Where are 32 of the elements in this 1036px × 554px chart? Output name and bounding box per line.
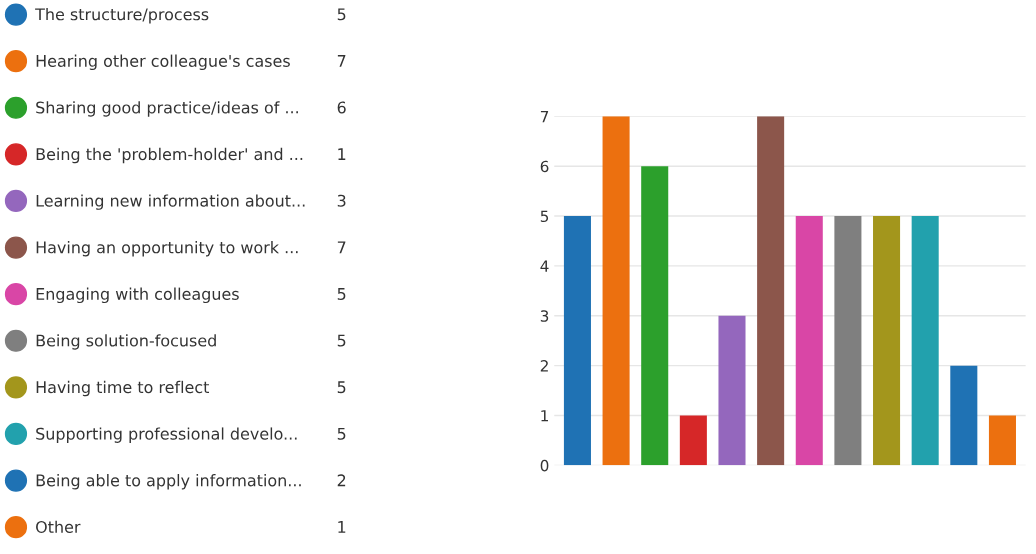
y-tick-label: 4: [540, 260, 549, 272]
y-tick-label: 5: [540, 210, 549, 223]
y-tick-label: 1: [541, 410, 548, 422]
y-tick-label: 0: [540, 459, 549, 472]
text: 7: [337, 241, 346, 254]
text: 1: [338, 148, 346, 160]
legend-label: Being solution-focused: [36, 334, 216, 350]
legend-label: The structure/process: [35, 7, 209, 24]
y-tick-label: 2: [540, 360, 548, 372]
text: 5: [337, 427, 346, 440]
text: 2: [337, 474, 346, 487]
text: 7: [337, 55, 346, 67]
y-tick-label: 6: [540, 160, 549, 173]
text: 6: [337, 101, 346, 114]
legend-label: Other: [36, 520, 81, 533]
y-tick-label: 3: [540, 310, 549, 322]
legend-label: Engaging with colleagues: [36, 287, 239, 304]
legend-label: Having an opportunity to work ...: [36, 241, 298, 257]
text: 1: [338, 521, 346, 533]
text: 5: [337, 288, 346, 300]
text: 3: [337, 194, 346, 207]
legend-label: Hearing other colleague's cases: [36, 54, 290, 71]
legend-label: Sharing good practice/ideas of ...: [36, 101, 298, 117]
text: 5: [337, 8, 346, 21]
legend-label: Learning new information about...: [36, 194, 305, 210]
legend-label: Having time to reflect: [36, 380, 210, 397]
y-tick-label: 7: [540, 111, 549, 123]
text: 5: [337, 334, 346, 347]
legend-label: Being able to apply information...: [36, 474, 301, 490]
legend-label: Being the 'problem-holder' and ...: [36, 147, 303, 164]
legend-label: Supporting professional develo...: [36, 427, 297, 443]
text: 5: [337, 381, 346, 394]
